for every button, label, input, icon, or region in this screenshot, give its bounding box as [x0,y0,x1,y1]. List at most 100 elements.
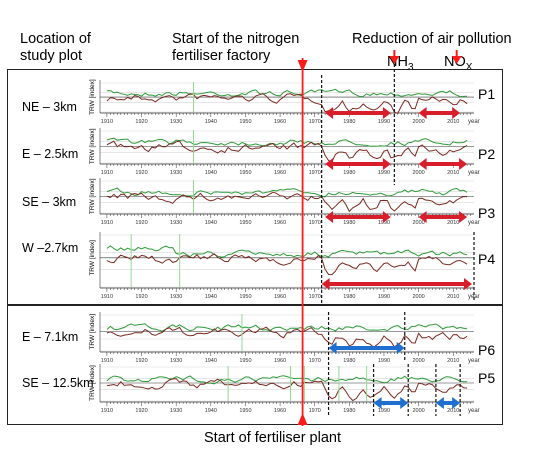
x-tick-label-p4: 1940 [205,294,217,300]
nox-sub: X [465,61,473,73]
site-label-p4: W –2.7km [22,241,79,255]
x-tick-label-p1: 1970 [309,119,321,125]
series-brown-p6 [106,326,468,348]
arrow-blue-p5-a-head-right [400,397,409,409]
series-brown-p5 [106,378,468,402]
series-green-p2 [106,137,468,147]
x-tick-label-p1: 1920 [135,119,147,125]
x-tick-label-p6: 1970 [309,358,321,364]
arrow-red-p2-head-left [325,158,334,170]
x-tick-label-p4: 2000 [412,294,424,300]
arrow-red-p2-head-right [382,158,391,170]
x-tick-label-p2: 2010 [447,170,459,176]
x-axis-label-p6: year [468,358,480,364]
x-tick-label-p1: 1980 [343,119,355,125]
x-tick-label-p5: 1930 [170,408,182,414]
x-tick-label-p5: 1960 [274,408,286,414]
x-tick-label-p3: 1920 [135,220,147,226]
footer-label: Start of fertiliser plant [204,430,341,446]
location-header-line-2: study plot [20,48,83,64]
series-green-p6 [106,323,468,332]
x-tick-label-p5: 1950 [239,408,251,414]
arrow-red-p4-head-left [321,278,330,290]
series-green-p4 [106,245,468,258]
x-tick-label-p6: 2010 [447,358,459,364]
x-tick-label-p3: 1990 [378,220,390,226]
x-tick-label-p2: 1950 [239,170,251,176]
x-tick-label-p6: 1990 [378,358,390,364]
x-tick-label-p2: 1980 [343,170,355,176]
x-axis-label-p3: year [468,220,480,226]
site-label-p5: SE – 12.5km [22,376,94,390]
arrow-red-p3-late-head-left [418,211,427,223]
x-tick-label-p5: 1990 [378,408,390,414]
location-header-line-1: Location of [20,31,91,47]
plot-label-p4: P4 [478,251,496,267]
x-tick-label-p4: 1960 [274,294,286,300]
arrow-red-p1-head-left [325,107,334,119]
x-tick-label-p1: 2000 [412,119,424,125]
site-label-p6: E – 7.1km [22,330,79,344]
arrow-red-p1-late-head-left [418,107,427,119]
x-tick-label-p6: 2000 [412,358,424,364]
x-tick-label-p6: 1960 [274,358,286,364]
series-green-p5 [106,375,468,385]
x-tick-label-p3: 2000 [412,220,424,226]
x-tick-label-p1: 1960 [274,119,286,125]
x-tick-label-p4: 1920 [135,294,147,300]
x-tick-label-p4: 1980 [343,294,355,300]
arrow-red-p3-head-left [325,211,334,223]
x-tick-label-p5: 2010 [447,408,459,414]
y-axis-label-p6: TRW [index] [89,314,96,350]
x-tick-label-p4: 1990 [378,294,390,300]
factory-header-line-1: Start of the nitrogen [172,31,300,47]
red-arrowhead-bottom [297,413,308,425]
y-axis-label-p4: TRW [index] [89,240,96,276]
arrow-red-p3-head-right [382,211,391,223]
x-tick-label-p4: 2010 [447,294,459,300]
y-axis-label-p5: TRW [index] [89,365,96,401]
group-box-near [7,69,503,306]
arrow-red-p2-late-head-left [418,158,427,170]
x-tick-label-p3: 1910 [101,220,113,226]
x-tick-label-p4: 1910 [101,294,113,300]
x-tick-label-p6: 1910 [101,358,113,364]
x-tick-label-p2: 1920 [135,170,147,176]
group-box-far [7,304,503,425]
x-tick-label-p2: 1940 [205,170,217,176]
x-tick-label-p6: 1950 [239,358,251,364]
factory-header: Start of the nitrogen fertiliser factory [172,31,299,65]
site-label-p3: SE – 3km [22,195,77,209]
y-axis-label-p3: TRW [index] [89,178,96,214]
series-brown-p4 [106,253,468,276]
x-tick-label-p1: 1910 [101,119,113,125]
arrow-red-p4-head-right [464,278,472,290]
red-arrow-nox-head [451,56,462,64]
red-arrow-nh3-head [389,56,400,64]
x-tick-label-p2: 1910 [101,170,113,176]
arrow-blue-p6-head-right [396,342,405,354]
x-tick-label-p4: 1970 [309,294,321,300]
x-tick-label-p6: 1980 [343,358,355,364]
x-axis-label-p2: year [468,170,480,176]
arrow-red-p1-late-head-right [452,107,461,119]
x-tick-label-p1: 1940 [205,119,217,125]
x-tick-label-p3: 2010 [447,220,459,226]
arrow-red-p3-late-head-right [459,211,468,223]
y-axis-label-p2: TRW [index] [89,128,96,164]
arrow-blue-p5-b-head-right [452,397,461,409]
x-tick-label-p3: 1950 [239,220,251,226]
x-tick-label-p3: 1940 [205,220,217,226]
x-tick-label-p5: 1920 [135,408,147,414]
location-header: Location of study plot [20,31,91,65]
red-arrowhead-top [297,60,308,72]
x-axis-label-p5: year [468,408,480,414]
x-tick-label-p3: 1980 [343,220,355,226]
site-label-p1: NE – 3km [22,100,77,114]
arrow-red-p1-head-right [382,107,391,119]
series-brown-p3 [106,191,468,213]
x-tick-label-p2: 2000 [412,170,424,176]
series-green-p3 [106,187,468,198]
arrow-blue-p6-head-left [328,342,337,354]
arrow-red-p2-late-head-right [459,158,468,170]
